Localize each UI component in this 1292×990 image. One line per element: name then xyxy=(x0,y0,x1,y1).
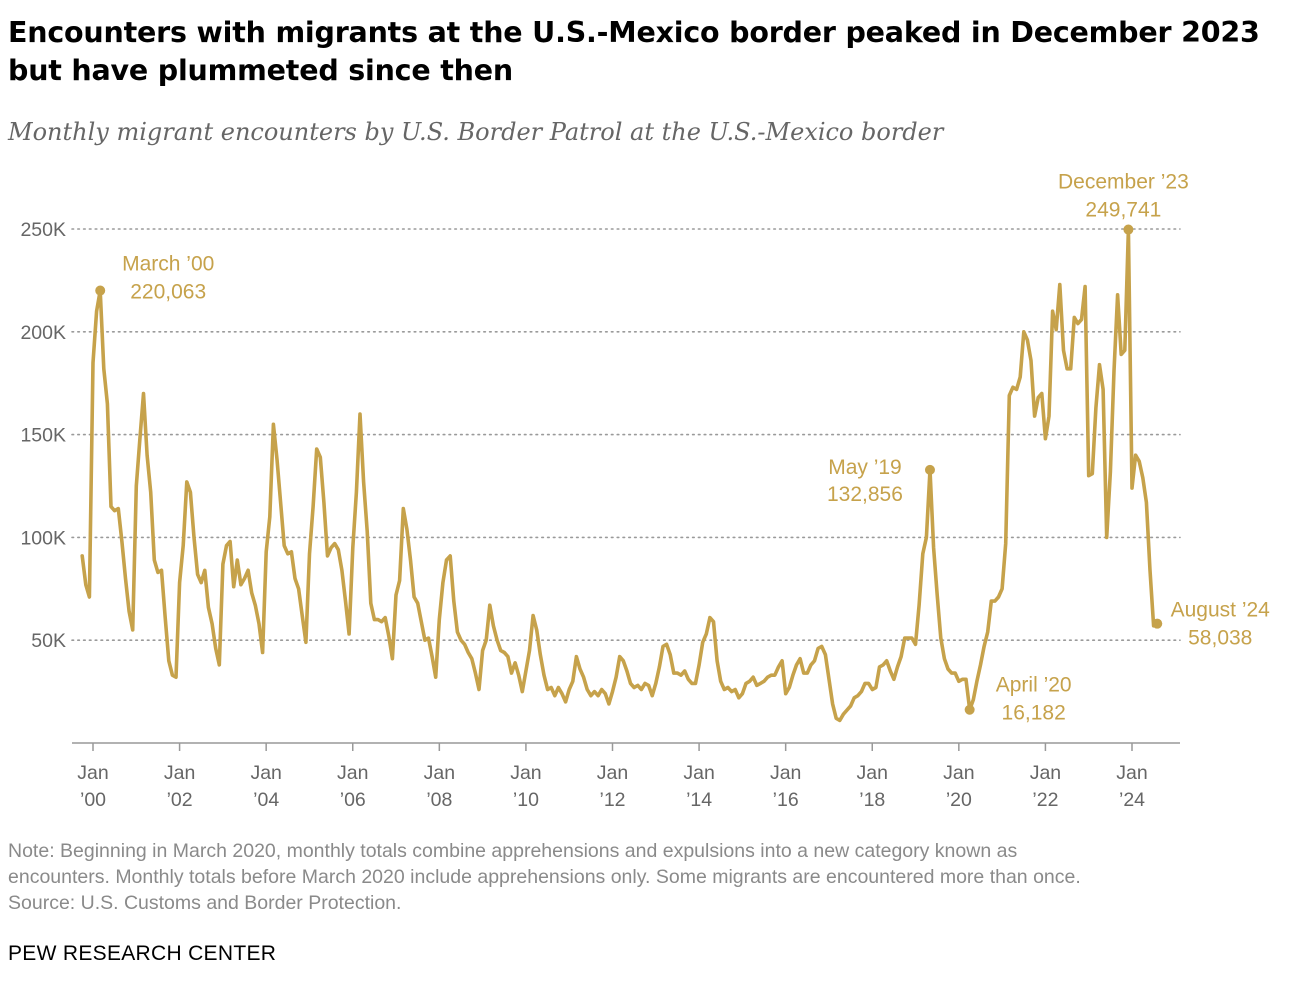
y-tick-label: 200K xyxy=(20,322,66,344)
x-axis: Jan ’00 Jan ’02 Jan ’04 Jan ’06 Jan ’08 Jan ’10 Jan ’… xyxy=(72,742,1180,811)
x-tick-label: Jan xyxy=(337,762,368,784)
series-line-layer xyxy=(80,227,1160,723)
x-tick-label: Jan xyxy=(164,762,195,784)
y-tick-label: 100K xyxy=(20,527,66,549)
annotation-label: December ’23 xyxy=(1058,171,1189,194)
y-axis-labels: 50K 100K 150K 200K 250K xyxy=(20,219,66,652)
annotation-label: May ’19 xyxy=(828,456,902,479)
x-tick-label: Jan xyxy=(510,762,541,784)
annotation-value: 220,063 xyxy=(130,281,206,304)
x-tick-label: ’02 xyxy=(167,789,193,811)
annotation-label: March ’00 xyxy=(122,253,214,276)
x-tick-label: ’16 xyxy=(773,789,799,811)
annotation-value: 16,182 xyxy=(1002,702,1066,725)
source-line: Source: U.S. Customs and Border Protecti… xyxy=(8,892,402,914)
chart-note: Note: Beginning in March 2020, monthly t… xyxy=(8,838,1288,916)
x-tick-label: Jan xyxy=(770,762,801,784)
x-tick-label: ’18 xyxy=(859,789,885,811)
x-tick-label: ’04 xyxy=(253,789,279,811)
x-tick-label: Jan xyxy=(597,762,628,784)
note-line: encounters. Monthly totals before March … xyxy=(8,866,1081,888)
chart-title: Encounters with migrants at the U.S.-Mex… xyxy=(8,16,1260,87)
x-tick-label: Jan xyxy=(857,762,888,784)
x-tick-label: ’00 xyxy=(80,789,106,811)
series-line xyxy=(80,227,1160,723)
y-tick-label: 250K xyxy=(20,219,66,241)
y-tick-label: 150K xyxy=(20,425,66,447)
annotation-marker xyxy=(1152,618,1163,629)
annotation-label: April ’20 xyxy=(996,674,1072,697)
brand-logo-text: PEW RESEARCH CENTER xyxy=(8,942,277,965)
annotation-marker xyxy=(964,704,975,715)
x-tick-label: ’10 xyxy=(513,789,539,811)
x-tick-label: ’14 xyxy=(686,789,712,811)
grid-lines xyxy=(71,228,1181,642)
x-tick-label: Jan xyxy=(77,762,108,784)
x-tick-label: Jan xyxy=(1030,762,1061,784)
x-tick-label: ’20 xyxy=(946,789,972,811)
note-line: Note: Beginning in March 2020, monthly t… xyxy=(8,840,1018,862)
x-tick-label: ’08 xyxy=(426,789,452,811)
annotation-marker xyxy=(924,464,935,475)
annotation-label: August ’24 xyxy=(1171,599,1271,622)
annotation-marker xyxy=(1123,224,1134,235)
x-tick-label: Jan xyxy=(683,762,714,784)
x-tick-label: Jan xyxy=(1116,762,1147,784)
x-tick-label: Jan xyxy=(943,762,974,784)
annotations: March ’00 220,063 May ’19 132,856 April ’20 1… xyxy=(95,171,1270,725)
x-tick-label: ’12 xyxy=(599,789,625,811)
x-tick-label: ’22 xyxy=(1032,789,1058,811)
annotation-value: 249,741 xyxy=(1085,199,1161,222)
x-tick-label: ’06 xyxy=(340,789,366,811)
x-tick-label: ’24 xyxy=(1119,789,1145,811)
y-tick-label: 50K xyxy=(31,630,66,652)
annotation-marker xyxy=(95,285,106,296)
annotation-value: 58,038 xyxy=(1188,627,1252,650)
x-tick-label: Jan xyxy=(424,762,455,784)
x-tick-label: Jan xyxy=(250,762,281,784)
chart-subtitle: Monthly migrant encounters by U.S. Borde… xyxy=(8,118,944,146)
annotation-value: 132,856 xyxy=(827,483,903,506)
